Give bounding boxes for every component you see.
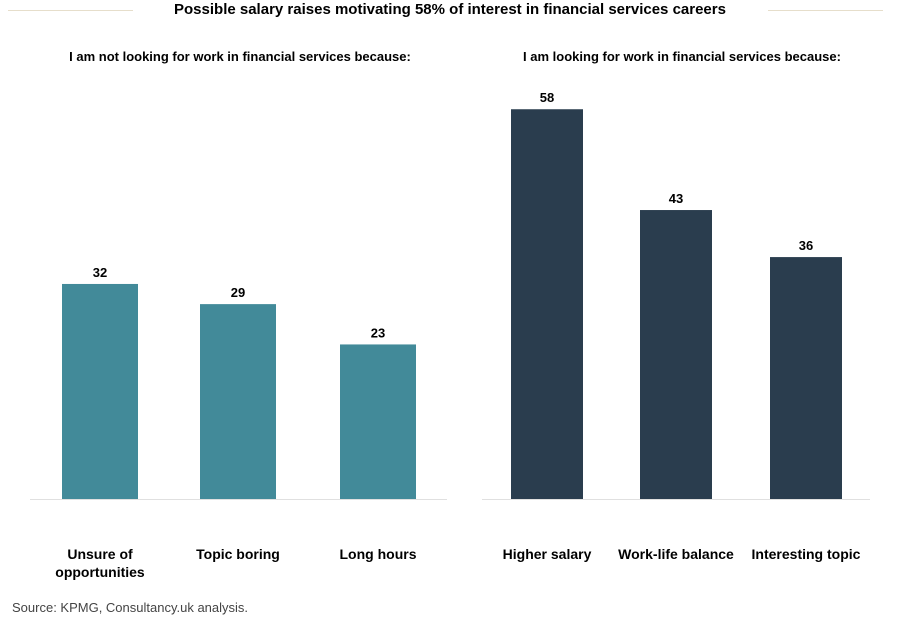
left-panel-title: I am not looking for work in financial s…: [69, 49, 411, 64]
left-data-label-2: 29: [231, 285, 245, 300]
right-bar-2: [640, 210, 712, 500]
left-category-label-2: Topic boring: [196, 546, 280, 562]
chart-title: Possible salary raises motivating 58% of…: [174, 1, 726, 18]
right-category-label-3: Interesting topic: [752, 546, 861, 562]
left-category-label-1-line-1: Unsure of: [67, 546, 133, 562]
left-data-label-1: 32: [93, 265, 107, 280]
left-bar-3: [340, 344, 416, 499]
right-bar-1: [511, 109, 583, 500]
title-rule-right: [768, 10, 883, 11]
title-row: Possible salary raises motivating 58% of…: [0, 0, 900, 22]
left-bar-2: [200, 304, 276, 499]
bar-charts: 32 Unsure of opportunities 29 Topic boring 23…: [30, 90, 870, 580]
left-category-label-1-line-2: opportunities: [55, 564, 145, 580]
right-data-label-1: 58: [540, 90, 554, 105]
right-category-label-2: Work-life balance: [618, 546, 734, 562]
right-category-label-1: Higher salary: [503, 546, 592, 562]
left-bar-1: [62, 283, 138, 499]
left-category-label-3: Long hours: [340, 546, 417, 562]
right-data-label-2: 43: [669, 191, 683, 206]
right-bar-3: [770, 257, 842, 499]
source-note: Source: KPMG, Consultancy.uk analysis.: [12, 600, 249, 615]
left-data-label-3: 23: [371, 325, 385, 340]
right-data-label-3: 36: [799, 238, 813, 253]
right-panel-title: I am looking for work in financial servi…: [523, 49, 841, 64]
title-rule-left: [8, 10, 133, 11]
